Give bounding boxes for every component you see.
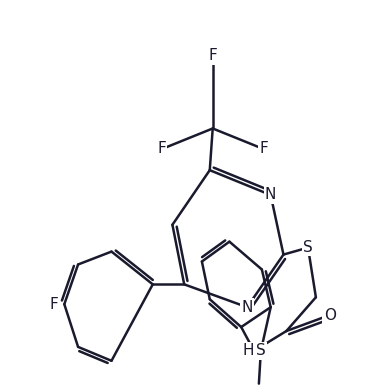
Text: S: S <box>256 343 266 359</box>
Text: F: F <box>208 48 217 63</box>
Text: F: F <box>260 141 268 156</box>
Text: F: F <box>49 297 58 312</box>
Text: HN: HN <box>243 343 265 359</box>
Text: F: F <box>157 141 166 156</box>
Text: N: N <box>241 300 253 315</box>
Text: N: N <box>265 187 276 203</box>
Text: S: S <box>303 240 313 255</box>
Text: O: O <box>324 308 336 323</box>
